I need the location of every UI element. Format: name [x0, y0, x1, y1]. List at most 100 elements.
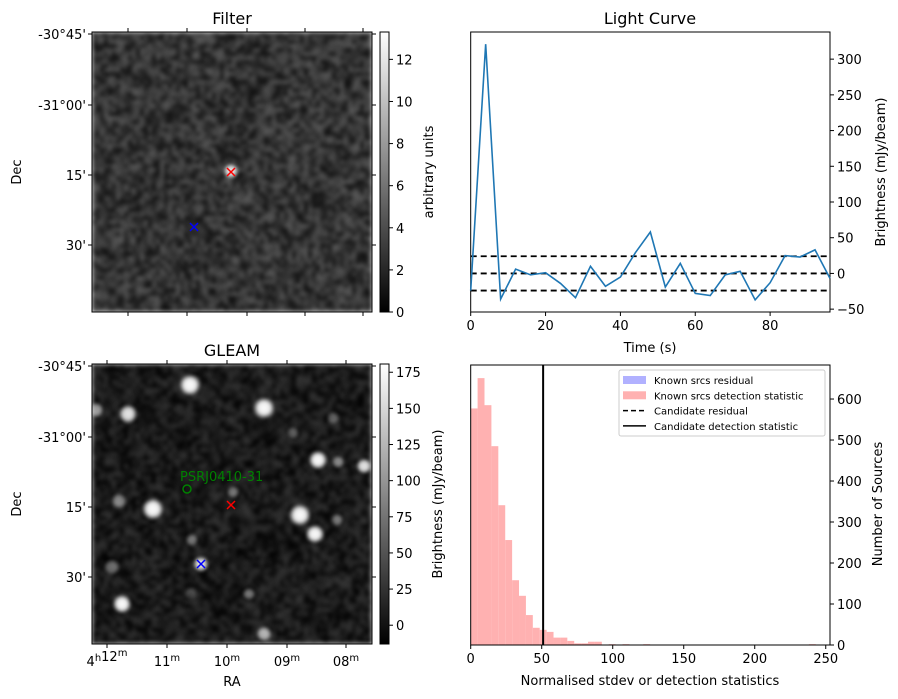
- lightcurve-ytick-label: 100: [837, 196, 862, 211]
- histogram-bar: [574, 643, 582, 645]
- filter-title: Filter: [212, 9, 252, 28]
- gleam-ylabel: Dec: [10, 491, 25, 516]
- histogram-bar: [512, 580, 520, 645]
- gleam-colorbar-tick-label: 0: [396, 619, 404, 634]
- lightcurve-ytick-label: 250: [837, 89, 862, 104]
- hist-ytick-label: 100: [837, 598, 862, 613]
- hist-ytick-label: 0: [837, 639, 845, 654]
- hist-xtick-label: 0: [467, 652, 475, 667]
- gleam-ra-tick-label: 4h12m: [87, 648, 128, 670]
- histogram-bar: [553, 637, 561, 645]
- histogram-bar: [532, 627, 540, 645]
- reference-marker: [196, 559, 206, 569]
- gleam-colorbar-tick-label: 75: [396, 511, 413, 526]
- hist-xtick-label: 150: [671, 652, 696, 667]
- lightcurve-ylabel: Brightness (mJy/beam): [874, 98, 889, 247]
- histogram-bar: [470, 408, 478, 645]
- histogram-bar: [525, 615, 533, 645]
- reference-marker: [189, 222, 199, 232]
- hist-ylabel: Number of Sources: [871, 442, 886, 567]
- gleam-colorbar-tick-label: 150: [396, 402, 421, 417]
- histogram-bar: [491, 446, 499, 645]
- lightcurve-ytick-label: 0: [837, 267, 845, 282]
- legend-entry: Known srcs residual: [654, 376, 753, 387]
- legend-swatch: [623, 376, 646, 384]
- gleam-colorbar-tick-label: 175: [396, 366, 421, 381]
- lightcurve-ytick-label: 300: [837, 53, 862, 68]
- filter-colorbar-tick-label: 6: [396, 180, 404, 195]
- psr-source-label: PSRJ0410-31: [180, 470, 263, 485]
- gleam-ra-tick-label: 11m: [154, 653, 180, 670]
- legend-swatch: [623, 391, 646, 400]
- lightcurve-xtick-label: 60: [687, 319, 704, 334]
- lightcurve-xtick-label: 20: [537, 319, 554, 334]
- legend-entry: Candidate residual: [654, 407, 748, 418]
- lightcurve-xtick-label: 0: [467, 319, 475, 334]
- histogram-bar: [498, 505, 506, 645]
- histogram-bar: [519, 595, 526, 645]
- hist-ytick-label: 600: [837, 393, 862, 408]
- hist-legend: [618, 369, 826, 437]
- gleam-colorbar-tick-label: 25: [396, 583, 413, 598]
- gleam-colorbar-tick-label: 100: [396, 475, 421, 490]
- gleam-title: GLEAM: [204, 341, 260, 360]
- gleam-dec-tick-label: -30°45': [38, 360, 86, 375]
- hist-ytick-label: 500: [837, 434, 862, 449]
- gleam-xlabel: RA: [223, 675, 241, 690]
- hist-xlabel: Normalised stdev or detection statistics: [521, 674, 780, 689]
- histogram-bar: [484, 405, 492, 645]
- filter-colorbar-tick-label: 8: [396, 138, 404, 153]
- filter-ylabel: Dec: [10, 159, 25, 184]
- filter-colorbar-tick-label: 4: [396, 222, 404, 237]
- filter-dec-tick-label: 30': [66, 239, 86, 254]
- lightcurve-ytick-label: 200: [837, 125, 862, 140]
- lightcurve-xlabel: Time (s): [623, 341, 677, 356]
- filter-colorbar-tick-label: 12: [396, 53, 413, 68]
- histogram-bar: [560, 637, 568, 645]
- filter-axes-frame: [91, 31, 373, 313]
- candidate-marker: [226, 167, 236, 177]
- lightcurve-axes-frame: [470, 31, 831, 313]
- histogram-bar: [477, 378, 485, 645]
- hist-ytick-label: 400: [837, 475, 862, 490]
- lightcurve-ytick-label: 50: [837, 232, 854, 247]
- hist-xtick-label: 200: [742, 652, 767, 667]
- legend-entry: Known srcs detection statistic: [654, 391, 803, 402]
- histogram-bar: [546, 631, 554, 645]
- gleam-ra-tick-label: 09m: [274, 653, 300, 670]
- histogram-bar: [588, 641, 595, 645]
- filter-colorbar-label: arbitrary units: [422, 125, 437, 218]
- histogram-bar: [581, 643, 589, 645]
- filter-colorbar-tick-label: 10: [396, 95, 413, 110]
- gleam-axes-frame: [91, 363, 373, 645]
- candidate-marker: [226, 500, 236, 510]
- filter-colorbar-tick-label: 0: [396, 306, 404, 321]
- gleam-dec-tick-label: 30': [66, 571, 86, 586]
- hist-xtick-label: 50: [533, 652, 550, 667]
- filter-colorbar-tick-label: 2: [396, 264, 404, 279]
- gleam-colorbar-tick-label: 125: [396, 439, 421, 454]
- gleam-dec-tick-label: 15': [66, 501, 86, 516]
- lightcurve-ytick-label: −50: [837, 303, 864, 318]
- hist-xtick-label: 250: [813, 652, 838, 667]
- gleam-dec-tick-label: -31°00': [38, 431, 86, 446]
- histogram-bar: [505, 540, 513, 645]
- hist-xtick-label: 100: [600, 652, 625, 667]
- filter-dec-tick-label: 15': [66, 169, 86, 184]
- legend-entry: Candidate detection statistic: [654, 422, 798, 433]
- hist-axes-frame: [470, 364, 831, 646]
- gleam-colorbar-label: Brightness (mJy/beam): [431, 430, 446, 579]
- lightcurve-series: [469, 44, 831, 303]
- filter-dec-tick-label: -30°45': [38, 28, 86, 43]
- filter-colorbar: [379, 31, 390, 313]
- lightcurve-ytick-label: 150: [837, 160, 862, 175]
- hist-ytick-label: 300: [837, 516, 862, 531]
- gleam-colorbar-tick-label: 50: [396, 547, 413, 562]
- lightcurve-title: Light Curve: [604, 9, 696, 28]
- lightcurve-xtick-label: 40: [612, 319, 629, 334]
- histogram-bar: [594, 641, 602, 645]
- gleam-ra-tick-label: 10m: [214, 653, 240, 670]
- hist-ytick-label: 200: [837, 557, 862, 572]
